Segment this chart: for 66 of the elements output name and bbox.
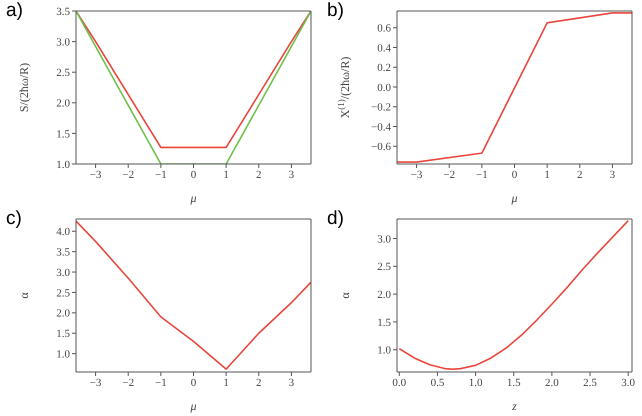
line-series <box>76 220 311 370</box>
x-tick-label: 0 <box>190 168 197 181</box>
y-tick-label: 2.5 <box>56 287 70 300</box>
y-tick-label: 3.0 <box>377 233 392 246</box>
x-tick-label: 2 <box>256 376 262 389</box>
x-tick-label: 0 <box>190 376 197 389</box>
y-tick-label: 1.0 <box>377 344 392 357</box>
x-tick-label: −2 <box>122 168 134 181</box>
x-tick-label: 2 <box>577 168 583 181</box>
x-tick-label: 2.5 <box>583 376 598 389</box>
y-tick-label: 3.5 <box>56 6 70 18</box>
y-tick-label: 3.5 <box>56 246 70 259</box>
x-tick-label: 3.0 <box>621 376 636 389</box>
x-tick-label: 1 <box>223 376 229 389</box>
y-tick-label: 0.6 <box>377 22 392 35</box>
x-tick-label: −2 <box>443 168 456 181</box>
x-tick-label: −1 <box>476 168 488 181</box>
x-axis-title: z <box>511 399 518 413</box>
y-axis-title: S/(2ħω/R) <box>17 62 31 112</box>
y-tick-label: 1.5 <box>56 128 70 140</box>
y-axis-title: α <box>338 292 352 299</box>
x-tick-label: 3 <box>288 168 295 181</box>
y-tick-label: −0.2 <box>371 102 391 114</box>
x-tick-label: 0.0 <box>392 376 407 389</box>
chart-title: b) <box>327 0 344 22</box>
y-tick-label: −0.6 <box>371 141 392 154</box>
y-tick-label: 3.0 <box>56 36 70 49</box>
y-tick-label: 0.2 <box>377 62 391 74</box>
y-tick-label: 0.4 <box>377 42 392 54</box>
x-tick-label: 2 <box>256 168 262 181</box>
y-tick-label: 1.0 <box>56 348 70 361</box>
y-tick-label: 0.0 <box>377 82 392 94</box>
y-tick-label: 2.5 <box>56 67 70 80</box>
y-tick-label: 3.0 <box>56 266 70 279</box>
y-tick-label: 2.0 <box>377 289 392 302</box>
y-tick-label: 1.0 <box>56 158 70 171</box>
x-axis-title: μ <box>510 191 518 205</box>
x-axis-title: μ <box>189 399 197 413</box>
chart-title: a) <box>6 0 23 22</box>
x-tick-label: −2 <box>122 376 134 389</box>
x-tick-label: −3 <box>90 168 102 181</box>
x-tick-label: 2.0 <box>545 376 560 389</box>
x-tick-label: 1 <box>223 168 229 181</box>
x-tick-label: 1.5 <box>506 376 522 389</box>
y-axis-title: α <box>17 292 31 299</box>
x-tick-label: 3 <box>288 376 295 389</box>
x-tick-label: 0.5 <box>430 376 445 389</box>
y-tick-label: 2.0 <box>56 98 70 110</box>
y-tick-label: 1.5 <box>377 316 392 329</box>
x-tick-label: 3 <box>610 168 616 181</box>
x-axis-title: μ <box>189 191 197 205</box>
chart-title: d) <box>327 208 344 230</box>
line-series <box>397 12 632 163</box>
x-tick-label: −1 <box>155 376 167 389</box>
y-tick-label: 2.0 <box>56 308 70 320</box>
x-tick-label: −1 <box>155 168 167 181</box>
x-tick-label: −3 <box>90 376 102 389</box>
y-tick-label: −0.4 <box>371 121 392 134</box>
x-tick-label: 0 <box>512 168 518 181</box>
y-tick-label: 2.5 <box>377 261 392 274</box>
y-tick-label: 1.5 <box>56 328 70 340</box>
x-tick-label: −3 <box>410 168 423 181</box>
x-tick-label: 1 <box>544 168 550 181</box>
x-tick-label: 1.0 <box>468 376 483 389</box>
y-tick-label: 4.0 <box>56 226 70 238</box>
chart-title: c) <box>6 208 22 230</box>
